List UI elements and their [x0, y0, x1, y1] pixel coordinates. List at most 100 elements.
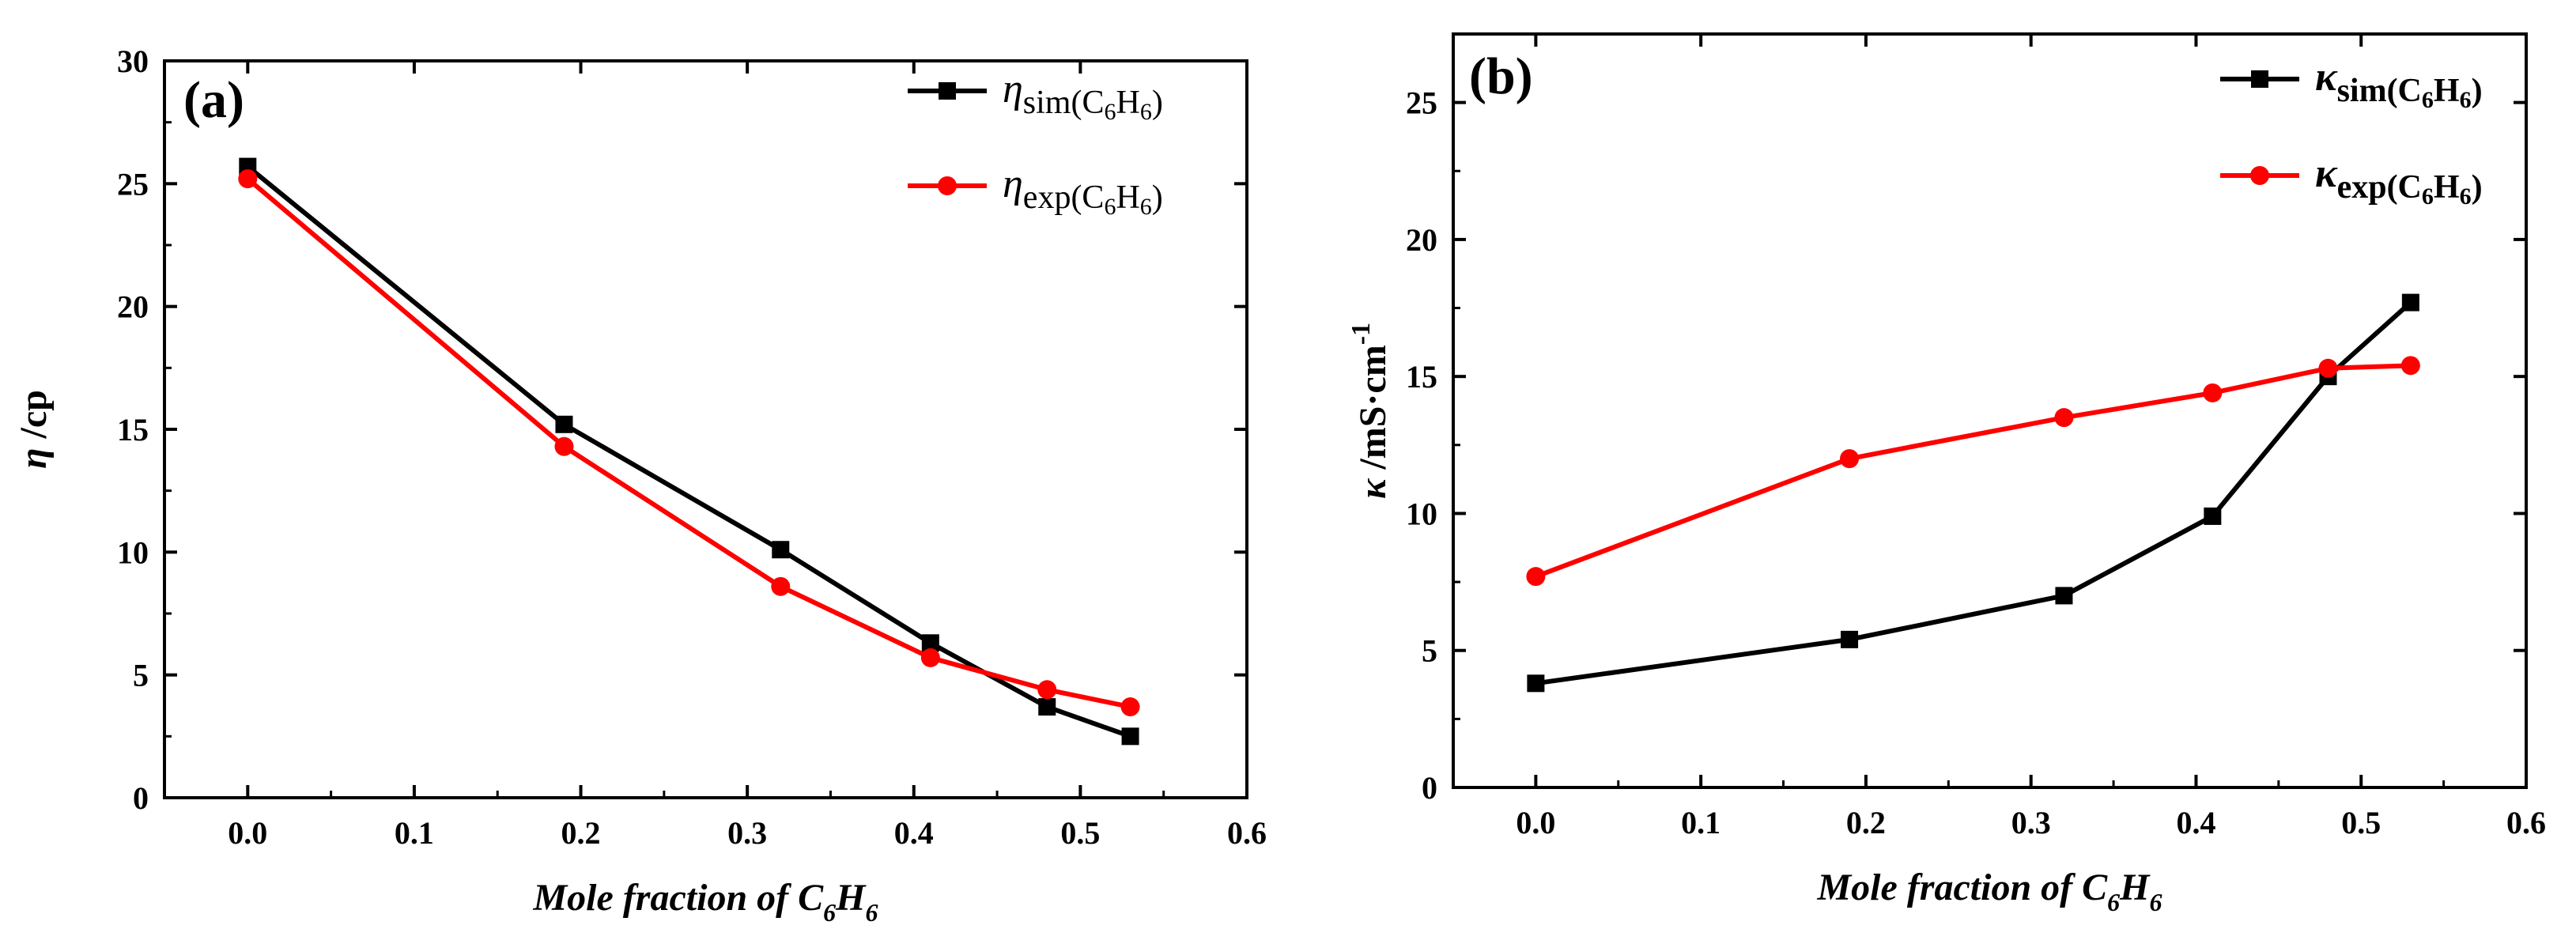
data-point-circle: [1526, 567, 1546, 587]
y-axis-title-symbol: κ: [1352, 478, 1394, 499]
legend-label: ηexp(C6H6): [1003, 161, 1163, 220]
legend-marker-square: [939, 82, 956, 100]
x-axis-title: Mole fraction of C6H6: [1817, 867, 2162, 916]
legend-marker-square: [2251, 70, 2268, 88]
panel-label: (a): [183, 71, 244, 129]
x-tick-label: 0.4: [2176, 805, 2215, 840]
x-axis-title-sub: 6: [2107, 888, 2120, 916]
legend-sub-num: 6: [1140, 99, 1152, 125]
y-tick-label: 25: [1406, 85, 1437, 121]
x-tick-label: 0.1: [1681, 805, 1720, 840]
data-point-circle: [2203, 383, 2223, 402]
x-tick-label: 0.6: [1227, 815, 1267, 851]
data-point-circle: [771, 576, 791, 596]
y-tick-label: 30: [117, 43, 149, 79]
legend-label: κsim(C6H6): [2315, 55, 2483, 113]
x-axis-title-mid: H: [2119, 867, 2151, 908]
x-axis-title-sub: 6: [866, 898, 878, 927]
legend-sub: exp(C: [1023, 179, 1105, 216]
data-point-square: [2401, 293, 2419, 312]
legend-symbol: η: [1003, 161, 1023, 206]
data-point-square: [772, 541, 790, 559]
y-tick-label: 0: [1422, 770, 1437, 806]
legend-sub: sim(C: [1023, 85, 1105, 121]
data-point-circle: [920, 648, 940, 667]
legend-sub-num: 6: [2460, 87, 2472, 113]
legend-sub: sim(C: [2337, 73, 2422, 109]
data-point-circle: [1037, 680, 1057, 700]
legend-symbol: κ: [2315, 55, 2338, 100]
legend-sub-num: 6: [2422, 87, 2434, 113]
plot-frame: [1452, 32, 2528, 789]
data-point-square: [2055, 587, 2073, 605]
legend-symbol: κ: [2315, 151, 2338, 196]
data-point-circle: [2054, 408, 2074, 428]
data-point-square: [1038, 698, 1056, 716]
series-line-square: [246, 164, 1131, 739]
legend-sub-num: 6: [2422, 183, 2434, 210]
data-point-square: [2204, 507, 2222, 525]
data-point-square: [1121, 727, 1139, 746]
data-point-circle: [1120, 697, 1140, 717]
legend-symbol: η: [1003, 66, 1023, 111]
data-point-circle: [2318, 358, 2338, 378]
x-tick-label: 0.3: [2011, 805, 2051, 840]
y-axis-title-symbol: η: [13, 448, 55, 469]
legend-sub: exp(C: [2337, 169, 2422, 206]
x-axis-title-mid: H: [835, 877, 867, 919]
y-tick-label: 20: [1406, 222, 1437, 258]
y-tick-label: 10: [1406, 496, 1437, 531]
legend-sub-close: ): [2472, 73, 2483, 109]
x-tick-label: 0.5: [1060, 815, 1100, 851]
y-axis-title: κ /mS·cm-1: [1347, 323, 1394, 499]
series-line-square: [1535, 300, 2412, 686]
data-point-square: [1841, 630, 1859, 648]
series-line-circle: [1535, 363, 2411, 579]
y-tick-label: 15: [1406, 359, 1437, 395]
x-axis-title-sub: 6: [823, 898, 836, 927]
legend-sub-h: H: [1116, 85, 1139, 121]
legend-sub-close: ): [1152, 179, 1163, 216]
y-tick-label: 0: [133, 780, 149, 816]
x-axis-title: Mole fraction of C6H6: [533, 877, 878, 927]
legend-sub-num: 6: [2460, 183, 2472, 210]
legend-label: κexp(C6H6): [2315, 151, 2483, 210]
y-tick-label: 5: [133, 658, 149, 693]
y-axis-title-sup: -1: [1347, 323, 1376, 345]
legend-sub-h: H: [2434, 73, 2460, 109]
y-axis-title-unit: /cp: [13, 390, 55, 447]
x-tick-label: 0.5: [2341, 805, 2381, 840]
data-point-circle: [554, 436, 574, 456]
panel-label: (b): [1469, 47, 1533, 105]
legend-label: ηsim(C6H6): [1003, 66, 1163, 125]
legend-sub-close: ): [2472, 169, 2483, 206]
y-axis-title: η /cp: [13, 390, 55, 469]
y-axis-title-unit: /mS·cm: [1352, 345, 1394, 478]
legend-sub-h: H: [1116, 179, 1139, 216]
x-axis-title-main: Mole fraction of C: [533, 877, 825, 919]
data-point-square: [1527, 674, 1545, 693]
legend-marker-circle: [938, 176, 957, 195]
x-axis-title-sub: 6: [2150, 888, 2162, 916]
legend-sub-num: 6: [1104, 99, 1116, 125]
x-axis-title-main: Mole fraction of C: [1817, 867, 2109, 908]
data-point-circle: [238, 169, 258, 189]
x-tick-label: 0.2: [561, 815, 601, 851]
y-tick-label: 25: [117, 166, 149, 202]
legend-marker-circle: [2250, 166, 2269, 185]
x-tick-label: 0.2: [1846, 805, 1886, 840]
x-tick-label: 0.0: [1516, 805, 1555, 840]
y-tick-label: 10: [117, 534, 149, 570]
data-point-square: [921, 634, 939, 652]
x-tick-label: 0.6: [2506, 805, 2546, 840]
legend-sub-num: 6: [1140, 194, 1152, 220]
y-tick-label: 15: [117, 412, 149, 447]
legend-sub-h: H: [2434, 169, 2460, 206]
data-point-circle: [1840, 449, 1860, 469]
legend-sub-close: ): [1152, 85, 1163, 121]
series-line-circle: [246, 176, 1131, 709]
y-tick-label: 5: [1422, 633, 1437, 669]
legend-sub-num: 6: [1104, 194, 1116, 220]
